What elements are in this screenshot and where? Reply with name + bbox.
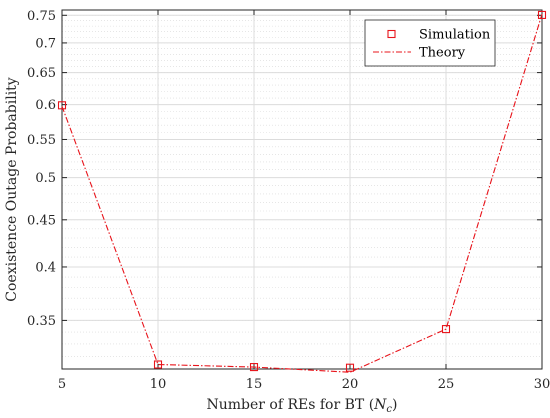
- legend-simulation-marker: [387, 29, 396, 39]
- simulation-point: [537, 10, 547, 19]
- y-tick-label: 0.4: [35, 260, 56, 275]
- y-tick-label: 0.65: [27, 66, 56, 81]
- y-tick-label: 0.5: [35, 171, 56, 186]
- x-tick-labels: 5 10 15 20 25 30: [58, 377, 550, 392]
- y-tick-labels: 0.35 0.4 0.45 0.5 0.55 0.6 0.65 0.7 0.75: [27, 9, 56, 329]
- x-tick-label: 30: [534, 377, 550, 392]
- y-tick-label: 0.55: [27, 133, 56, 148]
- x-tick-label: 5: [58, 377, 66, 392]
- legend-box: [364, 19, 496, 67]
- plot-frame: [61, 9, 543, 370]
- x-tick-label: 25: [438, 377, 455, 392]
- major-grid: [62, 10, 542, 369]
- x-tick-label: 15: [246, 377, 263, 392]
- legend-label: Theory: [419, 46, 466, 61]
- y-tick-label: 0.75: [27, 9, 56, 24]
- simulation-point: [441, 325, 451, 334]
- simulation-point: [345, 363, 355, 372]
- x-tick-label: 10: [150, 377, 167, 392]
- axis-ticks: [61, 10, 543, 369]
- theory-line: [61, 13, 543, 373]
- y-tick-label: 0.35: [27, 314, 56, 329]
- legend-label: Simulation: [419, 28, 491, 43]
- simulation-point: [57, 101, 67, 110]
- y-axis-title: Coexistence Outage Probability: [4, 77, 20, 302]
- y-tick-label: 0.7: [35, 36, 56, 51]
- legend: Simulation Theory: [364, 19, 496, 67]
- x-axis-title: Number of REs for BT (Nc): [206, 397, 397, 415]
- y-tick-label: 0.6: [35, 98, 56, 113]
- y-tick-label: 0.45: [27, 213, 56, 228]
- x-tick-label: 20: [342, 377, 359, 392]
- series-layer: [57, 10, 547, 373]
